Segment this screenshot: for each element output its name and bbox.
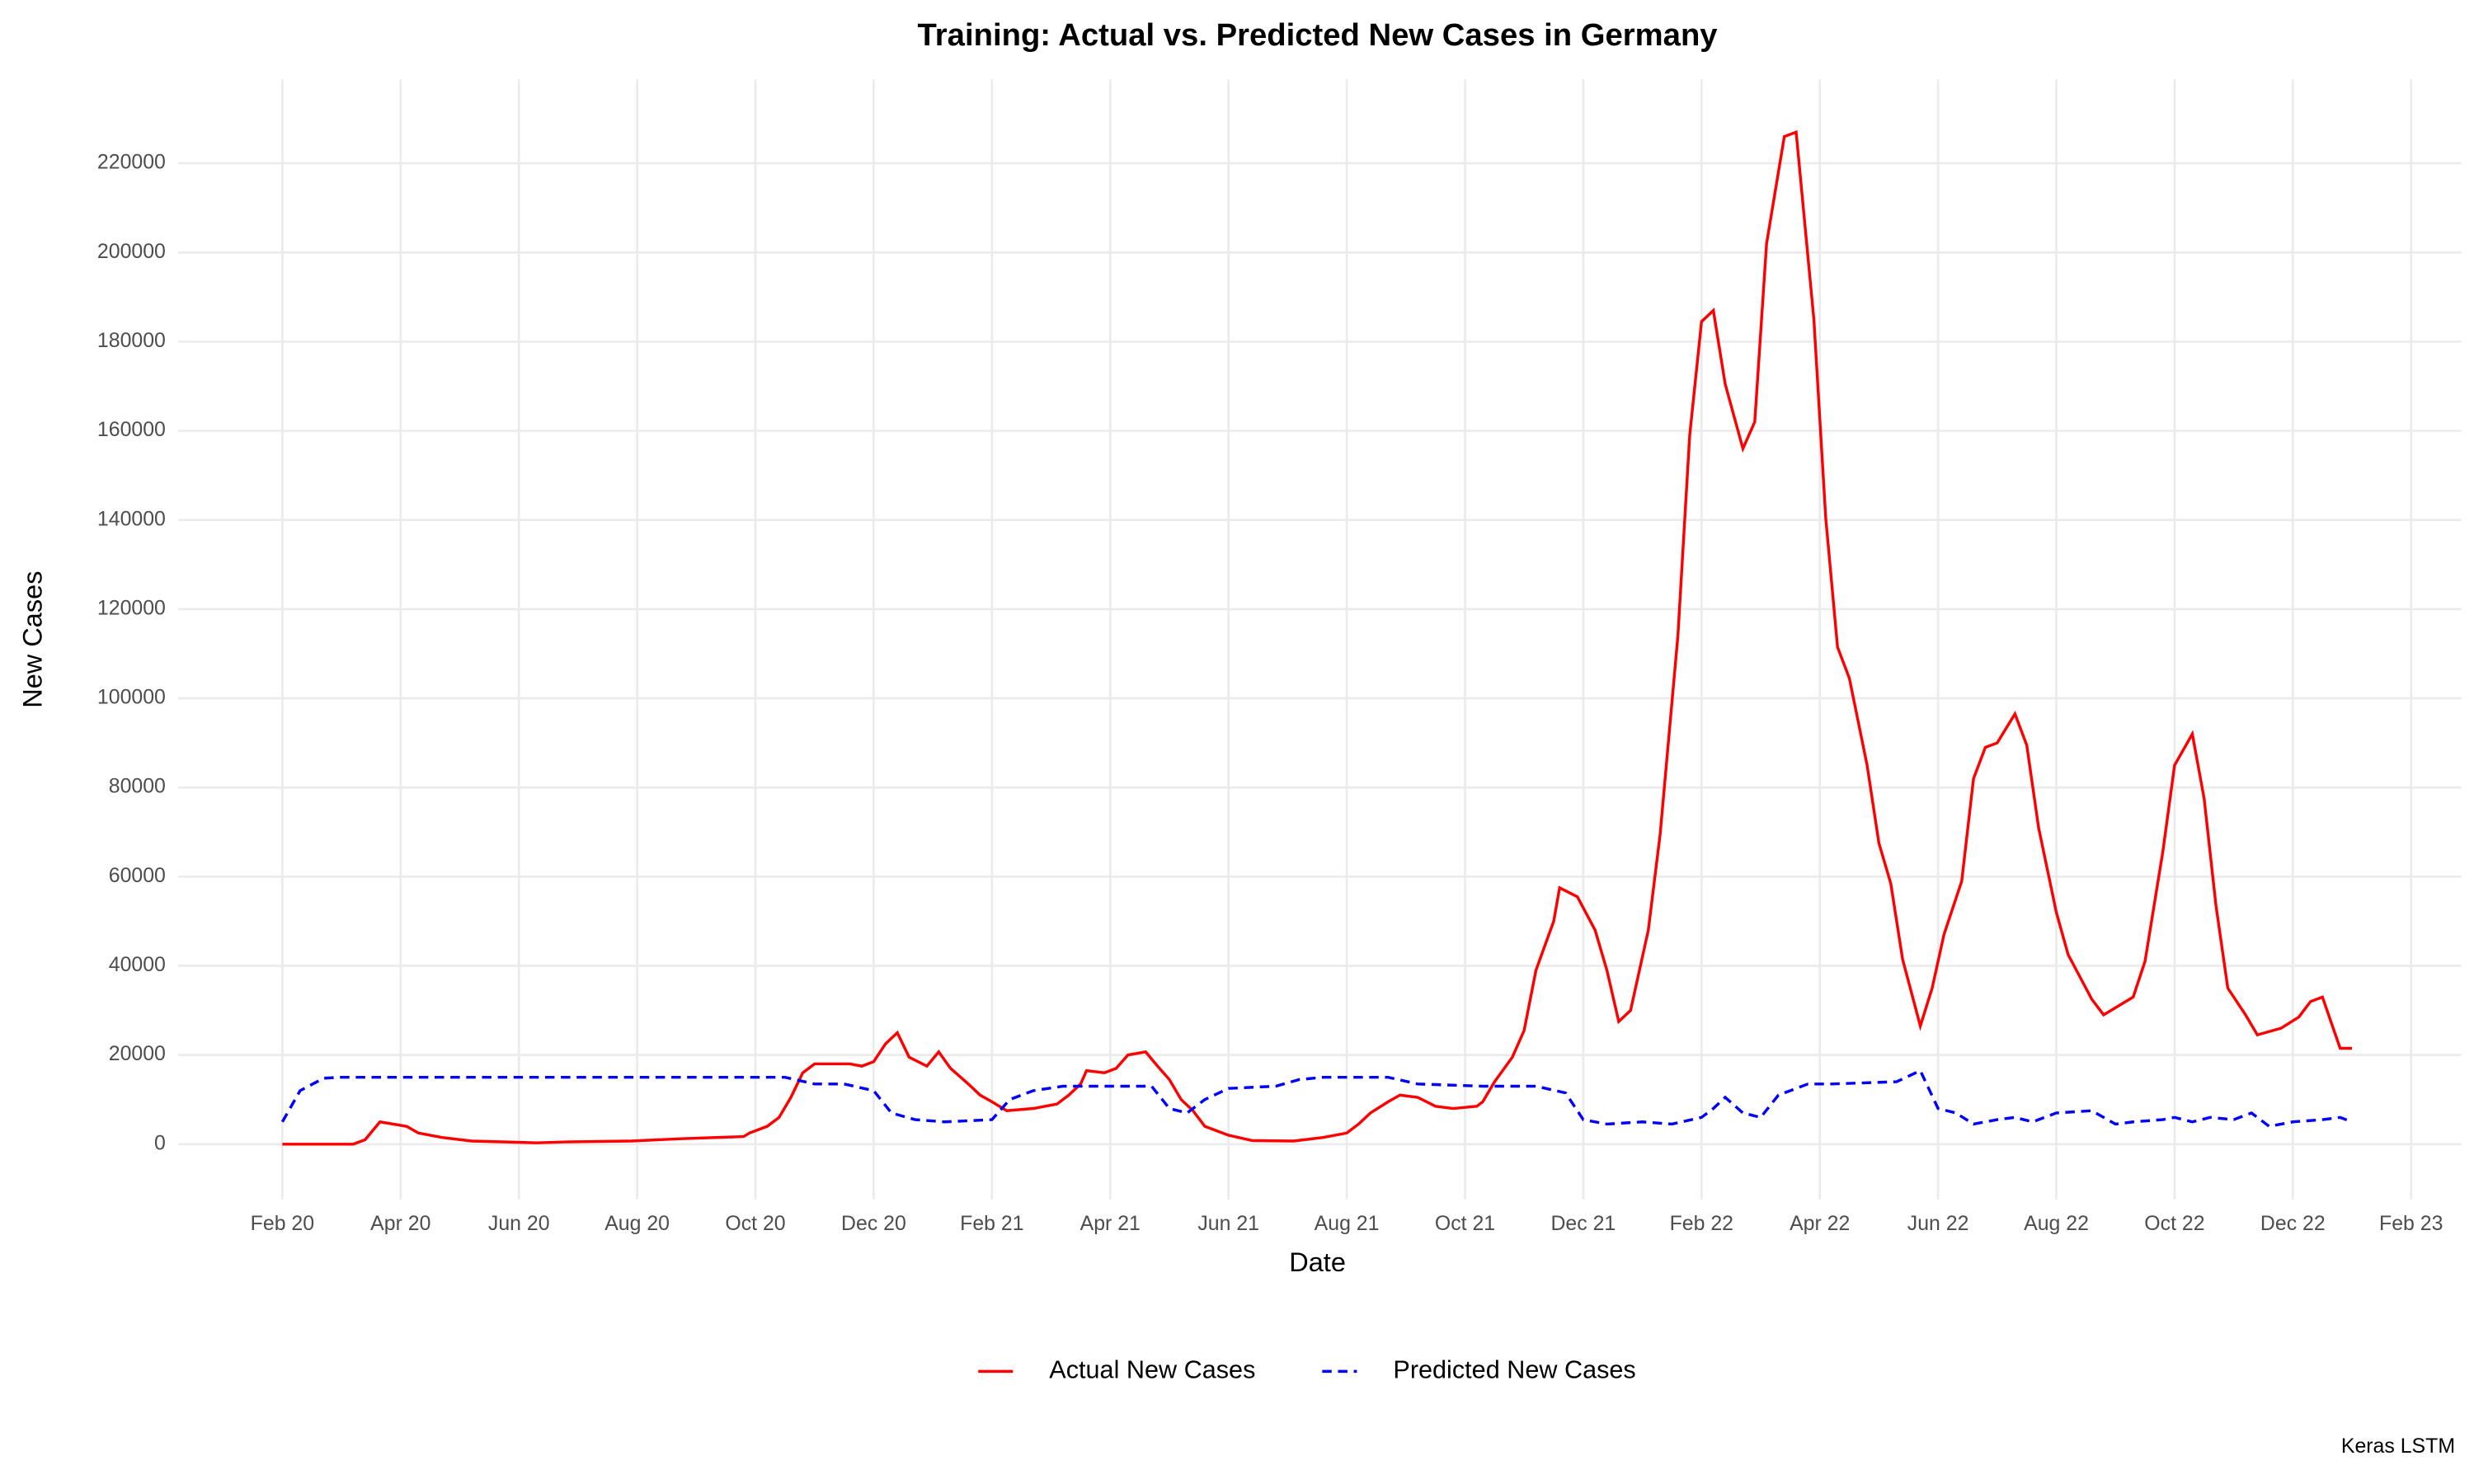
x-tick-label: Jun 21 [1197, 1212, 1259, 1235]
x-tick-label: Dec 22 [2260, 1212, 2326, 1235]
x-tick-label: Aug 22 [2024, 1212, 2089, 1235]
x-tick-label: Apr 20 [370, 1212, 430, 1235]
y-tick-label: 40000 [109, 953, 166, 976]
y-tick-label: 180000 [97, 329, 166, 352]
x-tick-label: Dec 20 [841, 1212, 906, 1235]
y-tick-label: 20000 [109, 1042, 166, 1065]
x-axis-label: Date [1289, 1247, 1346, 1277]
y-tick-label: 120000 [97, 596, 166, 619]
y-tick-label: 80000 [109, 775, 166, 798]
y-tick-label: 140000 [97, 507, 166, 530]
series-line [280, 1068, 2353, 1129]
caption: Keras LSTM [2341, 1435, 2455, 1458]
x-tick-label: Aug 21 [1315, 1212, 1380, 1235]
x-tick-label: Jun 20 [488, 1212, 550, 1235]
y-tick-label: 60000 [109, 864, 166, 887]
legend-label: Predicted New Cases [1393, 1355, 1635, 1383]
y-axis-label: New Cases [18, 571, 48, 708]
legend-label: Actual New Cases [1049, 1355, 1255, 1383]
x-tick-label: Feb 23 [2379, 1212, 2443, 1235]
x-tick-label: Oct 21 [1435, 1212, 1495, 1235]
y-tick-label: 220000 [97, 151, 166, 174]
x-tick-label: Aug 20 [604, 1212, 670, 1235]
x-tick-label: Jun 22 [1907, 1212, 1969, 1235]
y-tick-label: 200000 [97, 240, 166, 263]
y-tick-label: 100000 [97, 686, 166, 709]
series-line [282, 129, 2353, 1146]
x-tick-label: Oct 22 [2144, 1212, 2204, 1235]
x-tick-label: Feb 22 [1670, 1212, 1733, 1235]
chart-title: Training: Actual vs. Predicted New Cases… [918, 17, 1719, 53]
x-tick-label: Apr 22 [1790, 1212, 1850, 1235]
x-tick-label: Feb 20 [251, 1212, 314, 1235]
x-tick-label: Feb 21 [960, 1212, 1023, 1235]
y-tick-label: 0 [154, 1131, 166, 1154]
y-tick-label: 160000 [97, 418, 166, 441]
x-tick-label: Oct 20 [725, 1212, 785, 1235]
x-tick-label: Apr 21 [1080, 1212, 1141, 1235]
x-tick-label: Dec 21 [1550, 1212, 1616, 1235]
